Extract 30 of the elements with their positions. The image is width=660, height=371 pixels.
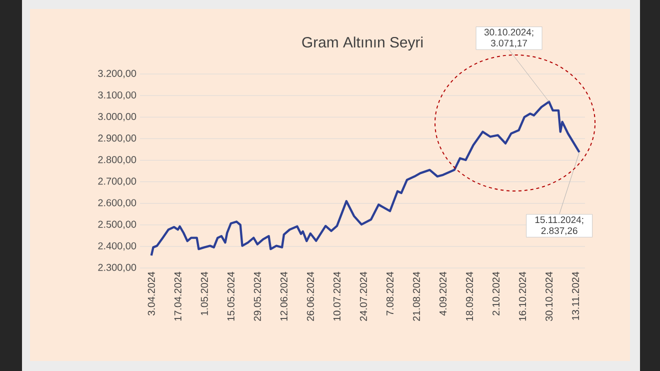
annotation: 15.11.2024; 2.837,26: [535, 216, 584, 236]
x-tick-label: 1.05.2024: [200, 272, 208, 316]
y-tick-label: 2.600,00: [98, 199, 136, 208]
x-tick-label: 7.08.2024: [386, 272, 394, 316]
x-tick-label: 16.10.2024: [519, 272, 526, 321]
x-tick-label: 24.07.2024: [360, 272, 367, 321]
y-tick-label: 2.300,00: [98, 264, 136, 272]
y-tick-label: 2.400,00: [98, 242, 136, 251]
x-tick-label: 30.10.2024: [546, 272, 553, 322]
x-tick-label: 12.06.2024: [280, 272, 288, 321]
chart-title: Gram Altının Seyri: [302, 36, 423, 50]
x-tick-label: 15.05.2024: [227, 272, 234, 321]
x-tick-label: 2.10.2024: [492, 272, 500, 316]
x-tick-label: 26.06.2024: [306, 272, 314, 321]
x-tick-label: 3.04.2024: [148, 272, 155, 316]
x-tick-label: 10.07.2024: [333, 272, 340, 321]
y-tick-label: 3.200,00: [98, 70, 136, 78]
y-tick-label: 2.900,00: [98, 134, 136, 143]
annotation: 30.10.2024; 3.071,17: [484, 28, 534, 48]
y-tick-label: 2.500,00: [98, 220, 136, 230]
x-tick-label: 29.05.2024: [254, 272, 261, 321]
x-tick-label: 13.11.2024: [572, 272, 580, 320]
x-tick-label: 17.04.2024: [174, 272, 182, 321]
x-tick-label: 18.09.2024: [466, 272, 474, 321]
x-tick-label: 4.09.2024: [439, 272, 447, 316]
y-tick-label: 2.800,00: [98, 156, 136, 164]
y-tick-label: 3.100,00: [98, 91, 136, 100]
x-tick-label: 21.08.2024: [412, 272, 420, 321]
y-tick-label: 3.000,00: [98, 113, 136, 122]
y-tick-label: 2.700,00: [98, 178, 136, 186]
